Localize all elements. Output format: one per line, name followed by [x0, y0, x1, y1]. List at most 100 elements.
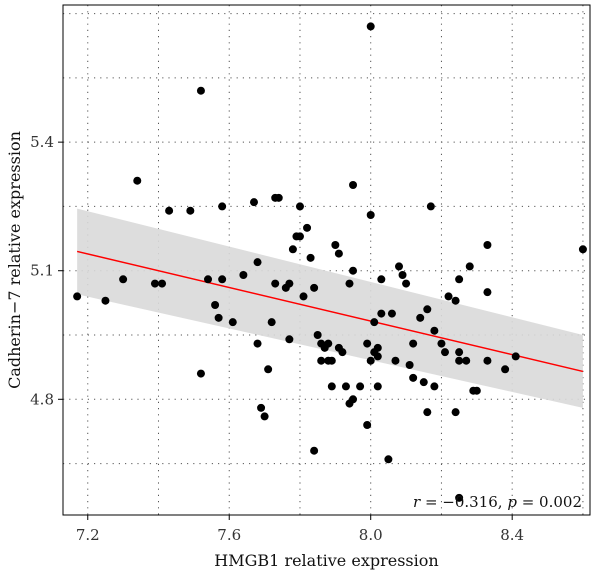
data-point — [426, 202, 435, 211]
data-point — [264, 365, 273, 374]
data-point — [295, 232, 304, 241]
data-point — [511, 352, 520, 361]
data-point — [455, 356, 464, 365]
data-point — [391, 356, 400, 365]
data-point — [349, 395, 358, 404]
data-point — [257, 403, 266, 412]
data-point — [196, 86, 205, 95]
regression-line-layer — [76, 250, 584, 373]
data-point — [423, 408, 432, 417]
confidence-band — [77, 208, 583, 408]
data-point — [299, 292, 308, 301]
data-point — [341, 382, 350, 391]
y-tick-label: 4.8 — [30, 390, 54, 408]
y-tick-label: 5.4 — [30, 133, 54, 151]
x-tick-label: 7.2 — [76, 526, 100, 544]
data-point — [366, 211, 375, 219]
x-axis-label: HMGB1 relative expression — [214, 551, 438, 570]
data-point — [462, 356, 471, 365]
correlation-annotation: r = −0.316, p = 0.002 — [413, 493, 582, 511]
data-point — [73, 292, 82, 301]
data-point — [345, 279, 354, 288]
data-point — [186, 206, 195, 215]
data-point — [409, 373, 418, 382]
data-point — [430, 382, 439, 391]
data-point — [285, 279, 294, 288]
data-point — [366, 22, 375, 31]
data-point — [363, 339, 372, 348]
y-axis-ticks: 4.8 5.1 5.4 — [30, 133, 63, 408]
data-point — [158, 279, 167, 288]
x-tick-label: 7.6 — [217, 526, 241, 544]
data-point — [267, 318, 276, 327]
data-point — [409, 339, 418, 348]
data-point — [228, 318, 237, 327]
data-point — [204, 275, 213, 284]
data-point — [402, 279, 411, 288]
data-point — [306, 253, 315, 262]
x-tick-label: 8.0 — [359, 526, 383, 544]
r-symbol: r — [413, 493, 421, 511]
data-point — [260, 412, 269, 421]
data-point — [327, 356, 336, 365]
data-point — [218, 275, 227, 284]
data-point — [384, 455, 393, 464]
data-point — [313, 331, 322, 339]
data-point — [451, 296, 460, 305]
data-point — [444, 292, 453, 301]
data-point — [133, 176, 142, 185]
data-point — [437, 339, 446, 348]
data-point — [370, 318, 379, 327]
y-axis-label: Cadherin−7 relative expression — [5, 131, 24, 389]
data-point — [455, 493, 464, 502]
data-point — [451, 408, 460, 417]
data-point — [578, 245, 587, 254]
data-point — [327, 382, 336, 391]
data-point — [501, 365, 510, 374]
data-point — [377, 275, 386, 284]
data-point — [214, 313, 223, 322]
data-point — [455, 348, 464, 357]
data-point — [249, 198, 258, 207]
data-point — [218, 202, 227, 211]
regression-line — [76, 250, 584, 373]
data-point — [465, 262, 474, 271]
data-point — [455, 275, 464, 284]
p-symbol: p — [507, 493, 517, 511]
x-axis-ticks: 7.2 7.6 8.0 8.4 — [76, 515, 524, 544]
data-point — [349, 181, 358, 189]
data-point — [119, 275, 128, 284]
plot-frame — [62, 4, 591, 516]
data-point — [373, 382, 382, 391]
data-point — [338, 348, 347, 357]
data-point — [239, 271, 248, 279]
data-point — [395, 262, 404, 271]
y-tick-label: 5.1 — [30, 262, 54, 280]
data-point — [331, 241, 340, 249]
data-point — [483, 288, 492, 297]
x-tick-label: 8.4 — [500, 526, 524, 544]
data-point — [373, 343, 382, 352]
data-point — [317, 356, 326, 365]
data-point — [419, 378, 428, 387]
data-points — [73, 22, 587, 502]
data-point — [377, 309, 386, 318]
data-point — [324, 339, 333, 348]
p-value: = 0.002 — [517, 493, 582, 511]
data-point — [274, 193, 283, 202]
data-point — [440, 348, 449, 357]
data-point — [405, 361, 414, 369]
data-point — [366, 356, 375, 365]
data-point — [288, 245, 297, 254]
data-point — [363, 421, 372, 429]
data-point — [165, 206, 174, 215]
data-point — [196, 369, 205, 378]
data-point — [430, 326, 439, 335]
data-point — [483, 241, 492, 249]
data-point — [472, 386, 481, 395]
data-point — [398, 271, 407, 279]
r-value: = −0.316, — [420, 493, 507, 511]
confidence-band-layer — [77, 208, 583, 408]
data-point — [356, 382, 365, 391]
